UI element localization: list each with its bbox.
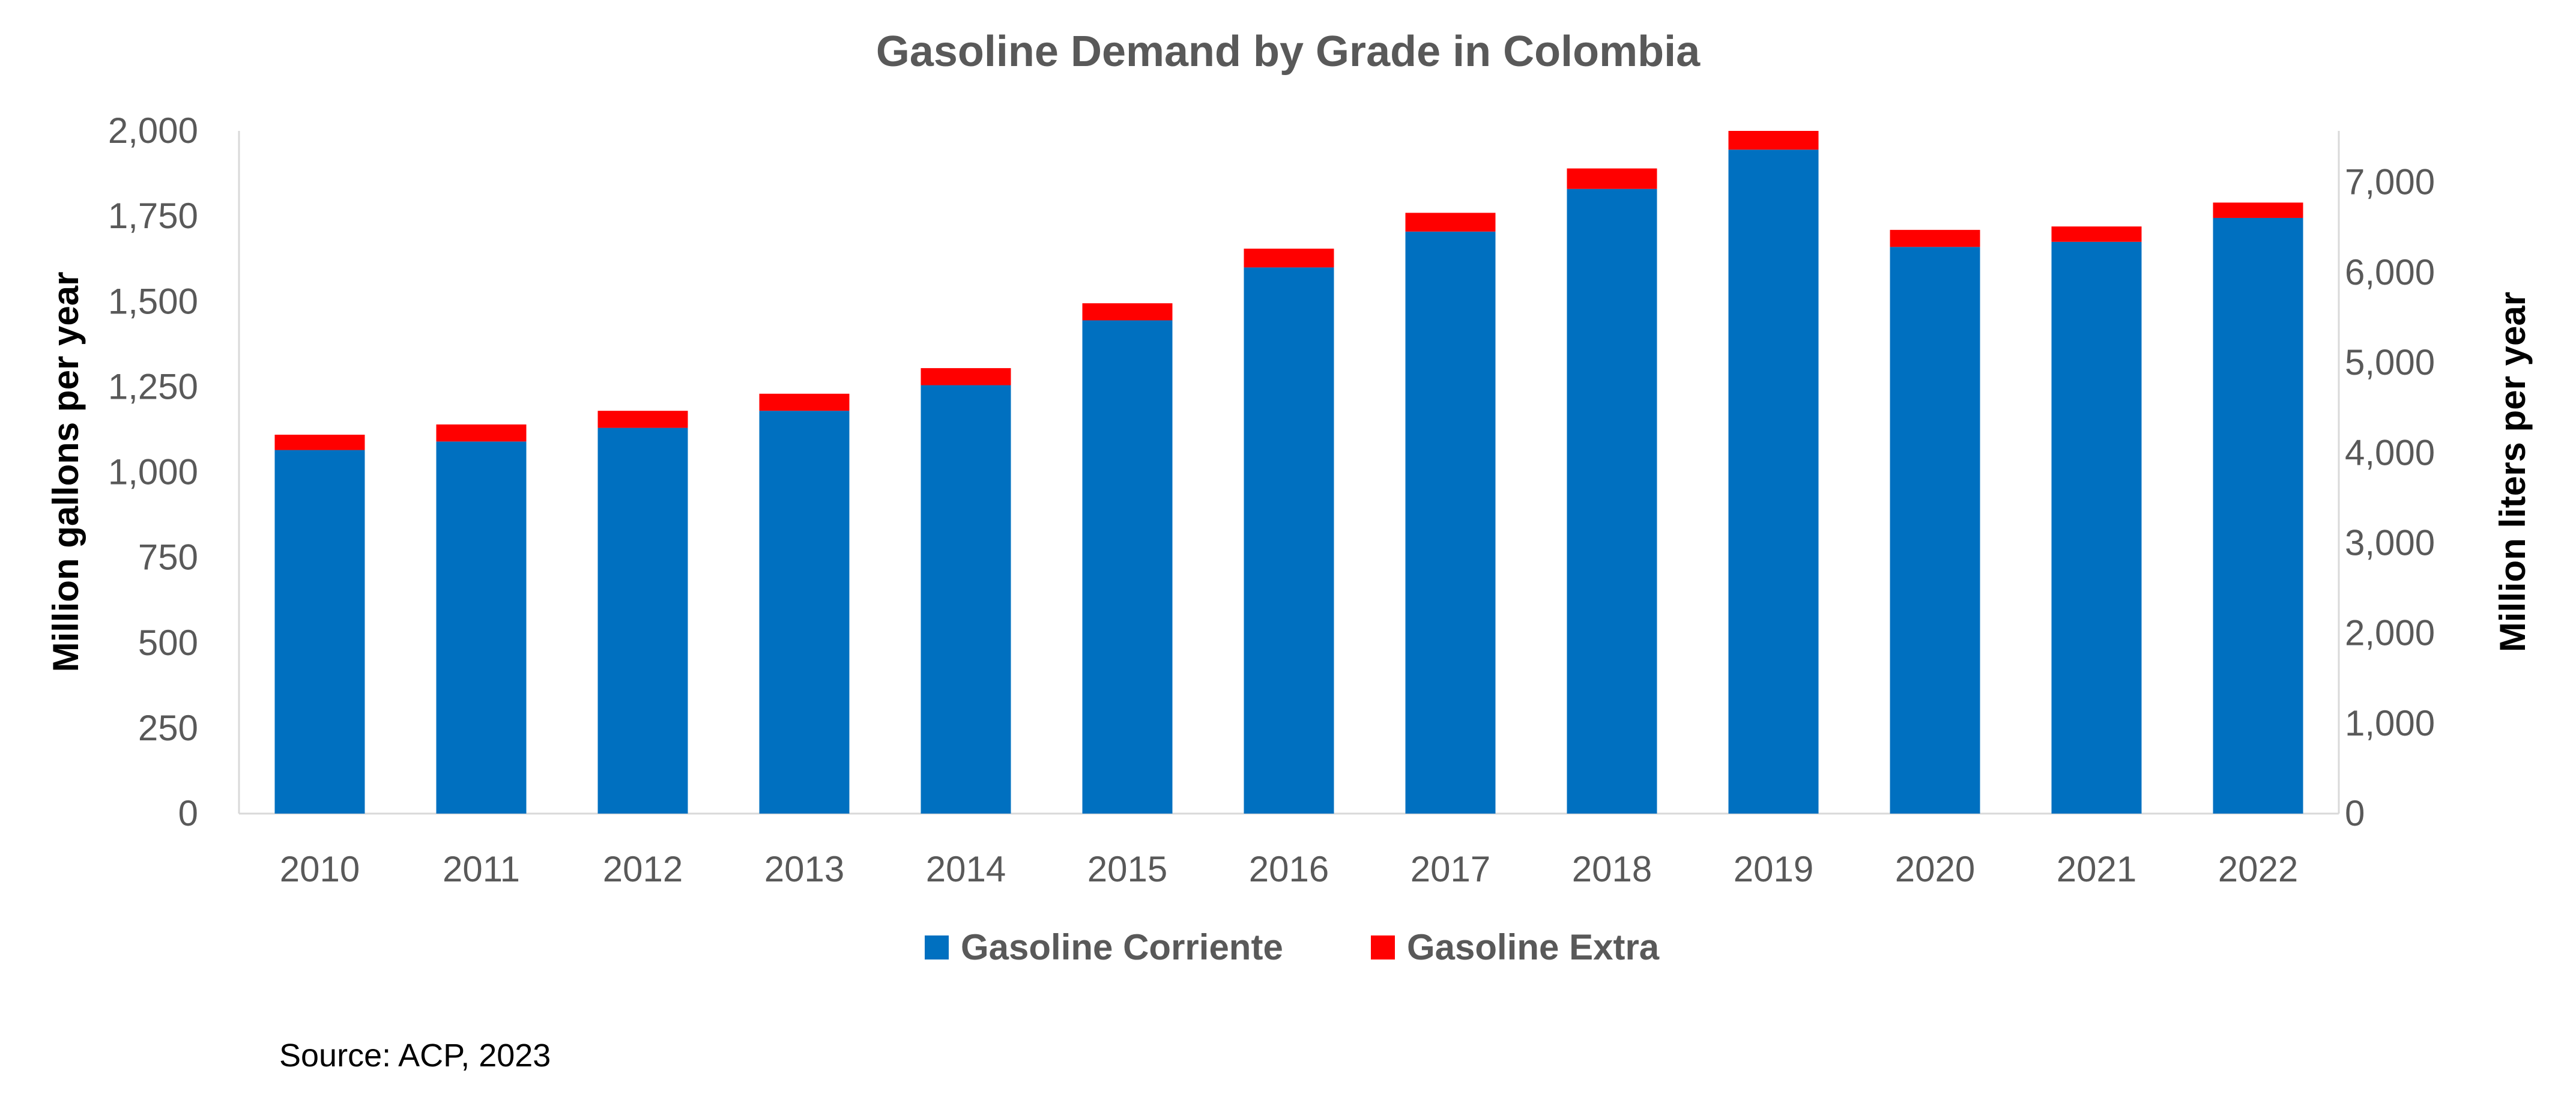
- bar-corriente: [1082, 320, 1173, 814]
- y-tick-label: 1,250: [108, 366, 198, 406]
- bar-corriente: [1728, 150, 1819, 814]
- y-tick-label: 0: [178, 793, 198, 833]
- bar-corriente: [1405, 231, 1496, 814]
- y2-tick-label: 4,000: [2345, 432, 2435, 473]
- bar-corriente: [759, 411, 850, 814]
- bar-extra: [436, 424, 527, 442]
- x-tick-label: 2012: [603, 849, 683, 889]
- bar-extra: [597, 411, 688, 428]
- bar-extra: [2051, 226, 2142, 242]
- x-tick-label: 2017: [1410, 849, 1490, 889]
- y2-tick-label: 7,000: [2345, 162, 2435, 202]
- legend-label: Gasoline Corriente: [961, 927, 1283, 967]
- bar-corriente: [1244, 267, 1334, 814]
- legend-swatch: [1371, 935, 1395, 959]
- bar-corriente: [921, 385, 1011, 814]
- y-tick-label: 2,000: [108, 110, 198, 151]
- bar-corriente: [2051, 241, 2142, 814]
- y2-tick-label: 3,000: [2345, 522, 2435, 563]
- bar-extra: [1082, 303, 1173, 321]
- x-tick-label: 2018: [1572, 849, 1652, 889]
- bar-corriente: [1890, 247, 1980, 814]
- legend-swatch: [925, 935, 949, 959]
- y2-tick-label: 2,000: [2345, 613, 2435, 653]
- x-tick-label: 2014: [926, 849, 1006, 889]
- bar-corriente: [2213, 217, 2303, 814]
- source-note: Source: ACP, 2023: [279, 1038, 551, 1074]
- bar-extra: [759, 393, 850, 411]
- x-ticks: 2010 2011 2012 2013 2014 2015 2016 2017 2018 2019…: [280, 849, 2298, 889]
- left-y-ticks: 0 250 500 750 1,000 1,250 1,500 1,750 2,000: [108, 110, 198, 833]
- y-tick-label: 1,750: [108, 196, 198, 236]
- bar-extra: [1405, 213, 1496, 232]
- x-tick-label: 2020: [1895, 849, 1975, 889]
- x-tick-label: 2019: [1734, 849, 1813, 889]
- x-tick-label: 2021: [2057, 849, 2136, 889]
- bar-extra: [1890, 229, 1980, 247]
- y-tick-label: 250: [138, 708, 198, 748]
- x-tick-label: 2013: [764, 849, 844, 889]
- bar-extra: [2213, 202, 2303, 218]
- y2-tick-label: 6,000: [2345, 252, 2435, 292]
- bar-corriente: [436, 441, 527, 814]
- bars: [274, 131, 2303, 814]
- bar-extra: [274, 434, 365, 450]
- left-axis-title: Million gallons per year: [46, 272, 86, 672]
- chart-title: Gasoline Demand by Grade in Colombia: [876, 28, 1701, 76]
- y2-tick-label: 1,000: [2345, 703, 2435, 743]
- legend: Gasoline Corriente Gasoline Extra: [925, 927, 1660, 967]
- y2-tick-label: 0: [2345, 793, 2365, 833]
- y-tick-label: 750: [138, 537, 198, 578]
- y-tick-label: 500: [138, 623, 198, 663]
- bar-extra: [1567, 168, 1657, 189]
- right-axis-title: Million liters per year: [2493, 292, 2533, 652]
- bar-extra: [1728, 131, 1819, 150]
- x-tick-label: 2011: [443, 849, 520, 889]
- legend-label: Gasoline Extra: [1407, 927, 1660, 967]
- y2-tick-label: 5,000: [2345, 342, 2435, 382]
- y-tick-label: 1,500: [108, 281, 198, 321]
- x-tick-label: 2022: [2218, 849, 2298, 889]
- x-tick-label: 2015: [1087, 849, 1167, 889]
- right-y-ticks: 0 1,000 2,000 3,000 4,000 5,000 6,000 7,000: [2345, 162, 2435, 833]
- bar-corriente: [1567, 189, 1657, 814]
- bar-corriente: [597, 428, 688, 814]
- y-tick-label: 1,000: [108, 452, 198, 492]
- bar-extra: [1244, 249, 1334, 268]
- x-tick-label: 2016: [1249, 849, 1329, 889]
- bar-extra: [921, 368, 1011, 385]
- x-tick-label: 2010: [280, 849, 360, 889]
- bar-corriente: [274, 450, 365, 814]
